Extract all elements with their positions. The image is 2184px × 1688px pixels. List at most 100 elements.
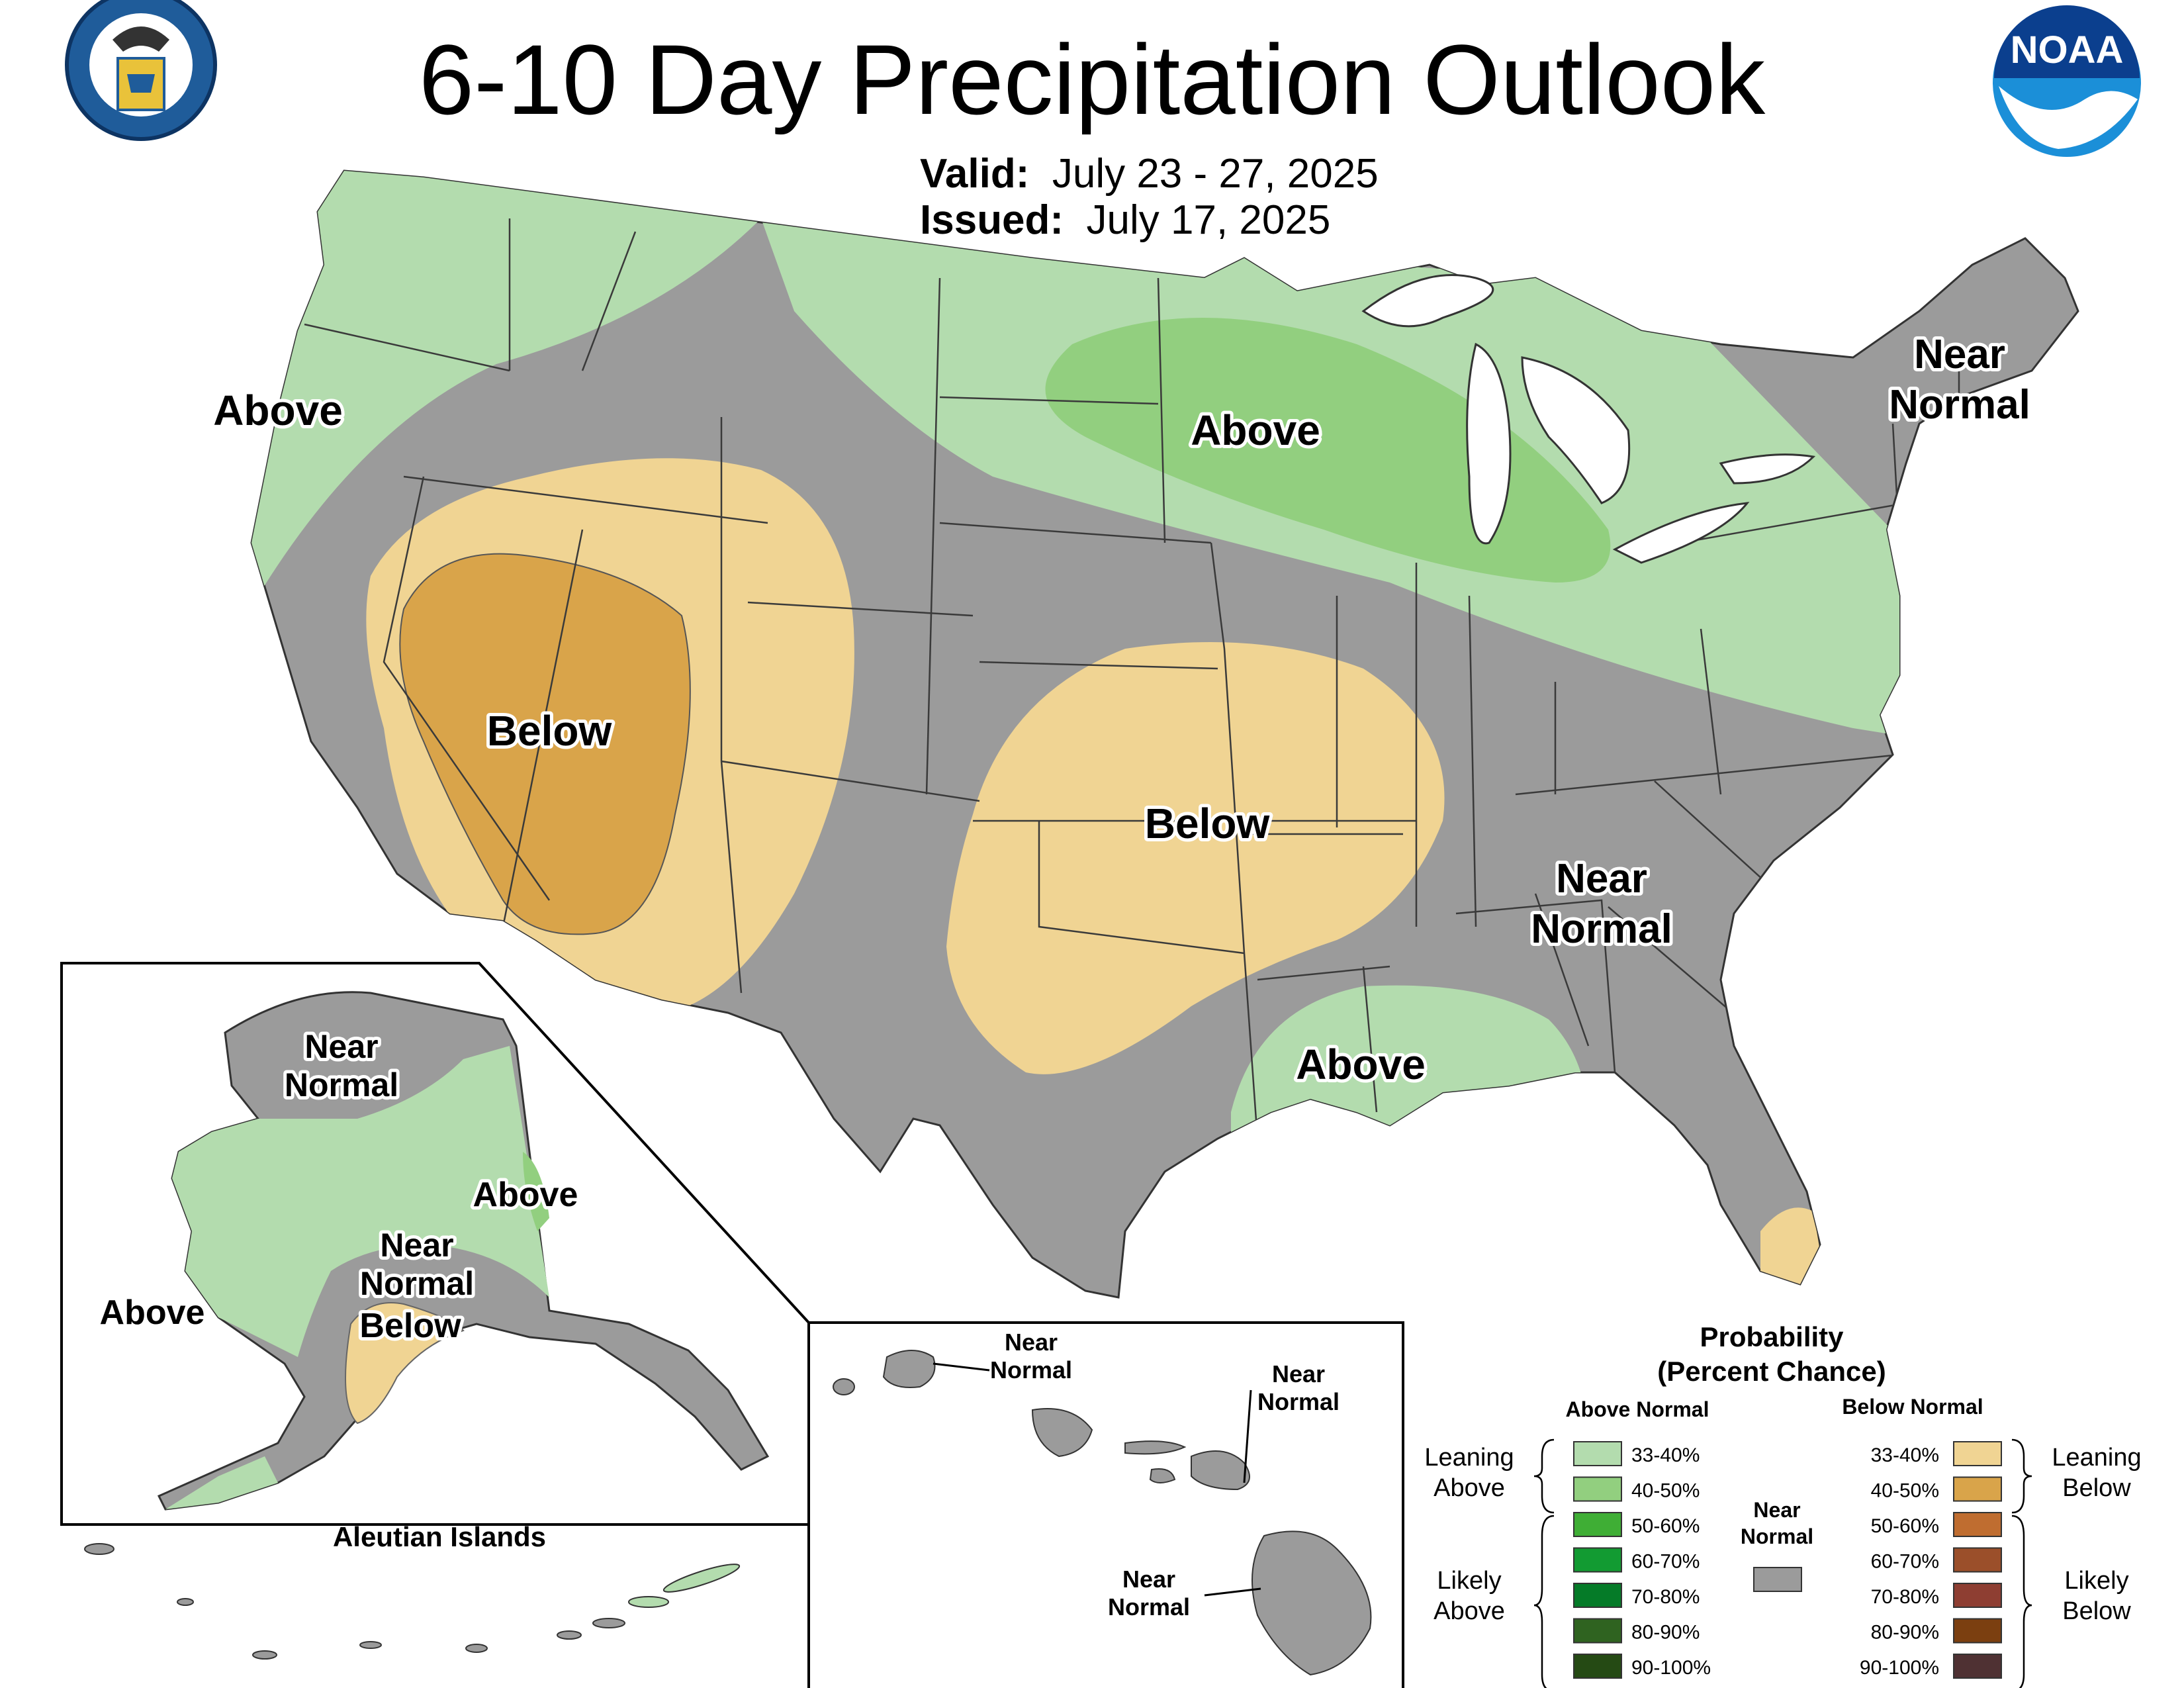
legend: Probability (Percent Chance) Above Norma… [1424,1321,2142,1688]
label-above-west: Above [213,387,343,434]
ak-label-above-w: Above [100,1293,205,1332]
legend-above-label-1: 40-50% [1631,1480,1700,1502]
state-boundaries [304,218,1960,1139]
label-near-normal-se-2: Normal [1531,906,1672,952]
ak-label-near-normal-s-1: Near [380,1227,453,1264]
label-near-normal-ne-1: Near [1914,332,2005,377]
legend-likely-below-1: Likely [2064,1567,2128,1595]
legend-below-swatch-6 [1953,1654,2002,1679]
hi-label-maui-1: Near [1272,1360,1325,1387]
big-island [1251,1530,1372,1676]
legend-near-normal-1: Near [1753,1498,1800,1522]
hawaii-leader-lines [933,1362,1261,1597]
label-below-central: Below [1145,800,1270,847]
alaska-sw-above [165,1456,278,1509]
aleutian-islands-title: Aleutian Islands [333,1521,546,1552]
ak-label-below-s: Below [359,1307,461,1345]
ak-label-near-normal-n-2: Normal [285,1066,398,1103]
legend-above-swatch-6 [1573,1654,1622,1679]
noaa-logo-icon: NOAA [1993,5,2141,157]
label-below-west: Below [487,707,612,755]
legend-below-label-4: 70-80% [1871,1586,1939,1608]
kauai-island [882,1350,936,1388]
legend-title-1: Probability [1700,1321,1844,1352]
legend-above-swatch-1 [1573,1476,1622,1502]
lake-ontario [1719,453,1816,485]
lake-superior [1361,274,1494,328]
legend-above-swatch-0 [1573,1441,1622,1466]
ak-label-above-e: Above [473,1176,578,1214]
legend-below-swatch-4 [1953,1583,2002,1608]
noaa-logo-text: NOAA [2011,28,2124,71]
legend-leaning-above-2: Above [1433,1474,1505,1502]
alaska-inset: Near Normal Above Above Near Normal Belo… [60,962,810,1660]
alaska-above-region [172,1046,549,1357]
map-title: 6-10 Day Precipitation Outlook [418,24,1766,135]
legend-above-label-5: 80-90% [1631,1622,1700,1644]
legend-above-header: Above Normal [1566,1397,1709,1421]
conus-map [250,169,2079,1299]
legend-below-label-0: 33-40% [1871,1444,1939,1466]
maui-island [1191,1450,1250,1491]
legend-likely-below-2: Below [2062,1597,2131,1625]
legend-below-label-1: 40-50% [1871,1480,1939,1502]
legend-above-label-4: 70-80% [1631,1586,1700,1608]
oahu-island [1031,1408,1093,1458]
label-above-gulf: Above [1296,1041,1426,1088]
legend-leaning-above-1: Leaning [1424,1444,1514,1472]
below-region-west-dark [399,553,691,935]
legend-above-swatches: 33-40% 40-50% 50-60% 60-70% 70-80% 80-90% 90-1… [1573,1441,1711,1679]
below-region-central [946,642,1445,1074]
legend-below-label-5: 80-90% [1871,1622,1939,1644]
legend-above-swatch-4 [1573,1583,1622,1608]
great-lakes [1361,274,1816,564]
legend-below-swatch-5 [1953,1618,2002,1644]
ak-label-near-normal-n-1: Near [304,1028,378,1065]
legend-above-swatch-2 [1573,1512,1622,1537]
lanai-island [1149,1468,1176,1483]
alaska-below-region [345,1302,465,1425]
legend-above-label-3: 60-70% [1631,1551,1700,1573]
legend-below-swatch-3 [1953,1547,2002,1573]
legend-below-swatch-0 [1953,1441,2002,1466]
aleutian-islands-land [84,1543,741,1660]
label-near-normal-se-1: Near [1556,856,1647,902]
legend-below-swatches: 33-40% 40-50% 50-60% 60-70% 70-80% 80-90% 90-1… [1860,1441,2002,1679]
legend-below-swatch-1 [1953,1476,2002,1502]
hi-label-kauai-1: Near [1005,1329,1058,1356]
legend-likely-above-1: Likely [1437,1567,1501,1595]
hi-label-big-island-2: Normal [1108,1593,1190,1620]
hi-label-big-island-1: Near [1122,1566,1175,1593]
legend-below-label-2: 50-60% [1871,1515,1939,1537]
legend-near-normal-2: Normal [1741,1524,1813,1548]
valid-dates: July 23 - 27, 2025 [1052,151,1379,197]
hi-label-kauai-2: Normal [990,1356,1072,1383]
legend-below-header: Below Normal [1842,1395,1983,1419]
molokai-island [1124,1440,1187,1455]
issued-date: July 17, 2025 [1086,197,1331,243]
valid-line: Valid: July 23 - 27, 2025 [920,151,1379,197]
hawaii-islands-land [833,1350,1372,1676]
legend-above-swatch-3 [1573,1547,1622,1573]
ak-label-near-normal-s-2: Normal [360,1265,474,1302]
lake-erie [1612,502,1750,564]
legend-title-2: (Percent Chance) [1657,1356,1886,1387]
legend-likely-above-2: Above [1433,1597,1505,1625]
issued-label: Issued: [920,197,1064,243]
legend-below-label-6: 90-100% [1860,1657,1939,1679]
alaska-above-dark-region [523,1152,549,1231]
legend-above-swatch-5 [1573,1618,1622,1644]
legend-leaning-below-2: Below [2062,1474,2131,1502]
legend-above-label-0: 33-40% [1631,1444,1700,1466]
lake-huron [1521,356,1631,504]
legend-below-label-3: 60-70% [1871,1551,1939,1573]
legend-above-label-6: 90-100% [1631,1657,1711,1679]
lake-michigan [1466,342,1512,545]
legend-braces [1533,1438,2032,1688]
valid-label: Valid: [920,151,1030,197]
legend-below-swatch-2 [1953,1512,2002,1537]
legend-leaning-below-1: Leaning [2052,1444,2141,1472]
above-region-upper-midwest [1045,318,1611,583]
label-above-north: Above [1191,406,1320,454]
